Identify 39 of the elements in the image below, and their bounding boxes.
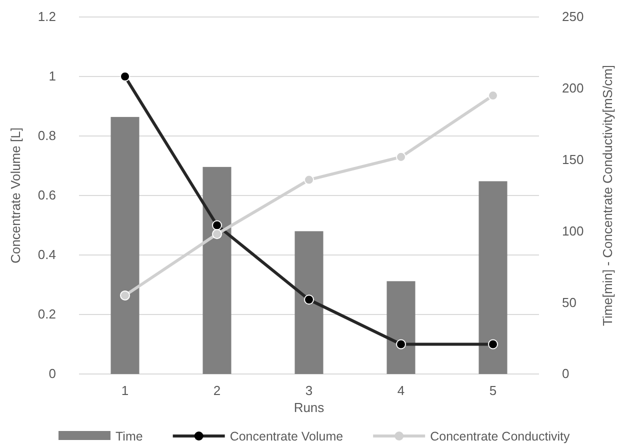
y2-tick-label: 0 [562,366,570,382]
y2-tick-label: 250 [562,9,584,24]
x-tick-label: 2 [213,383,221,398]
y2-axis-title: Time[min] - Concentrate Conductivity[mS/cm] [600,64,615,326]
y-tick-label: 1.2 [38,9,56,24]
point [488,339,498,350]
point [396,339,406,350]
bar [110,116,140,374]
x-tick-label: 4 [397,383,405,398]
y-tick-label: 0.4 [38,247,56,262]
point [304,174,314,185]
y-axis-title: Concentrate Volume [L] [8,128,23,264]
point [212,229,222,240]
y-tick-label: 1 [48,68,56,84]
y-tick-label: 0 [48,366,56,382]
y-tick-label: 0.8 [38,128,56,144]
legend-label: Concentrate Volume [230,430,344,444]
y2-tick-label: 50 [562,294,576,310]
bar [386,281,416,374]
x-tick-label: 1 [121,383,129,398]
legend-label: Time [116,430,143,444]
x-tick-label: 5 [489,383,497,398]
point [396,152,406,162]
point [212,220,222,230]
bar [478,181,508,374]
x-axis-title: Runs [294,400,325,415]
y2-tick-label: 200 [562,80,584,96]
bar [202,166,232,374]
y2-tick-label: 100 [562,223,584,238]
point [120,71,130,82]
y-tick-label: 0.2 [38,306,56,322]
point [304,294,314,305]
y-tick-label: 0.6 [38,188,56,203]
y2-tick-label: 150 [562,152,584,167]
legend-label: Concentrate Conductivity [430,430,570,444]
point [120,290,130,300]
x-tick-label: 3 [305,383,313,398]
point [488,90,498,101]
bar [294,231,324,374]
